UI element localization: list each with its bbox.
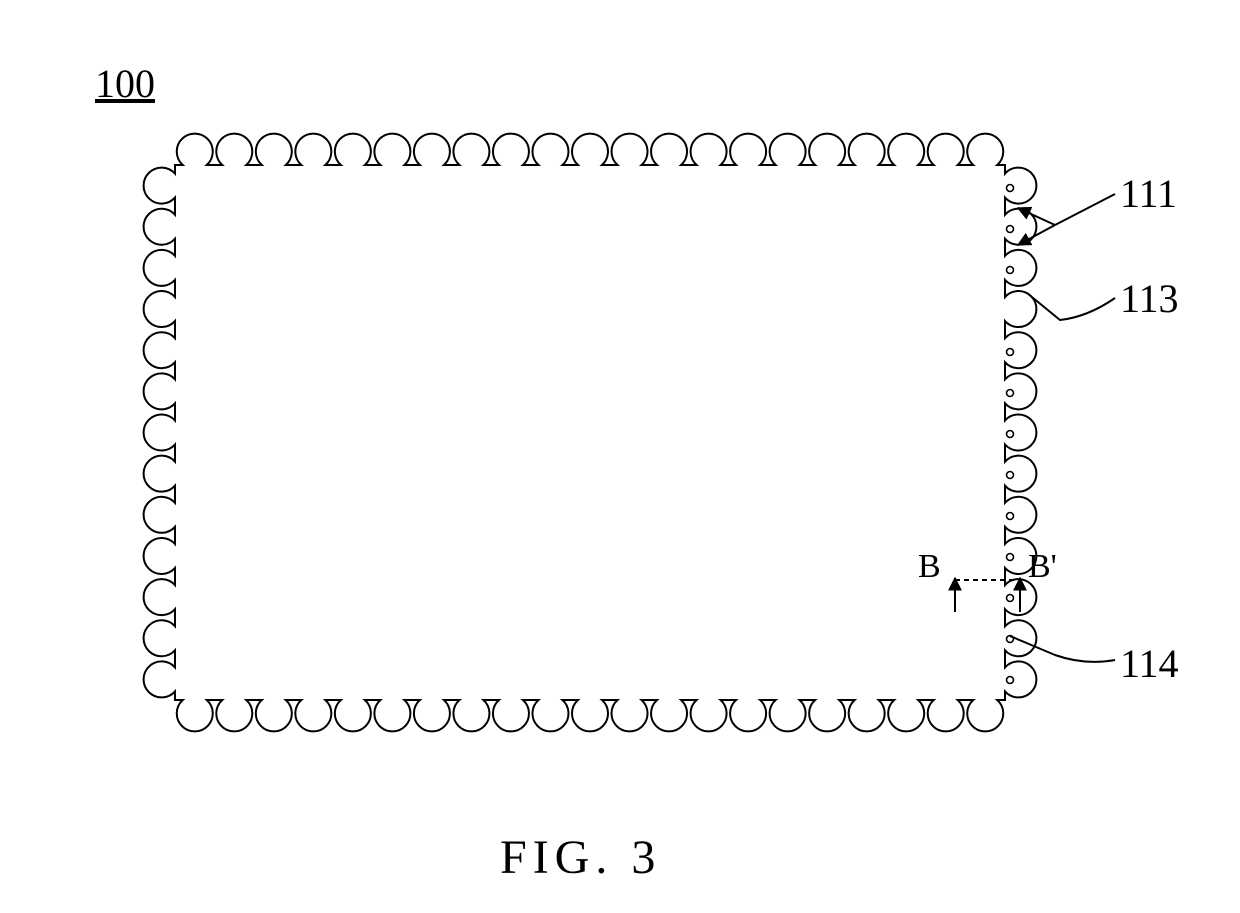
leader-111 — [1055, 194, 1115, 225]
via-circle — [1007, 349, 1014, 356]
via-circle — [1007, 513, 1014, 520]
callout-111: 111 — [1120, 170, 1177, 217]
leader-114 — [1010, 636, 1115, 662]
via-circle — [1007, 472, 1014, 479]
via-circle — [1007, 390, 1014, 397]
section-label-B: B — [918, 548, 941, 586]
leader-113 — [1027, 293, 1115, 320]
via-circle — [1007, 554, 1014, 561]
via-circle — [1007, 267, 1014, 274]
section-label-B-prime: B' — [1028, 548, 1057, 586]
figure-caption: FIG. 3 — [500, 830, 661, 885]
figure-canvas — [0, 0, 1240, 913]
via-circle — [1007, 226, 1014, 233]
via-circle — [1007, 595, 1014, 602]
callout-114: 114 — [1120, 640, 1179, 687]
via-circle — [1007, 431, 1014, 438]
via-circle — [1007, 677, 1014, 684]
callout-113: 113 — [1120, 275, 1179, 322]
ref-number-100: 100 — [95, 60, 155, 107]
wavy-border — [144, 134, 1037, 732]
via-circle — [1007, 185, 1014, 192]
